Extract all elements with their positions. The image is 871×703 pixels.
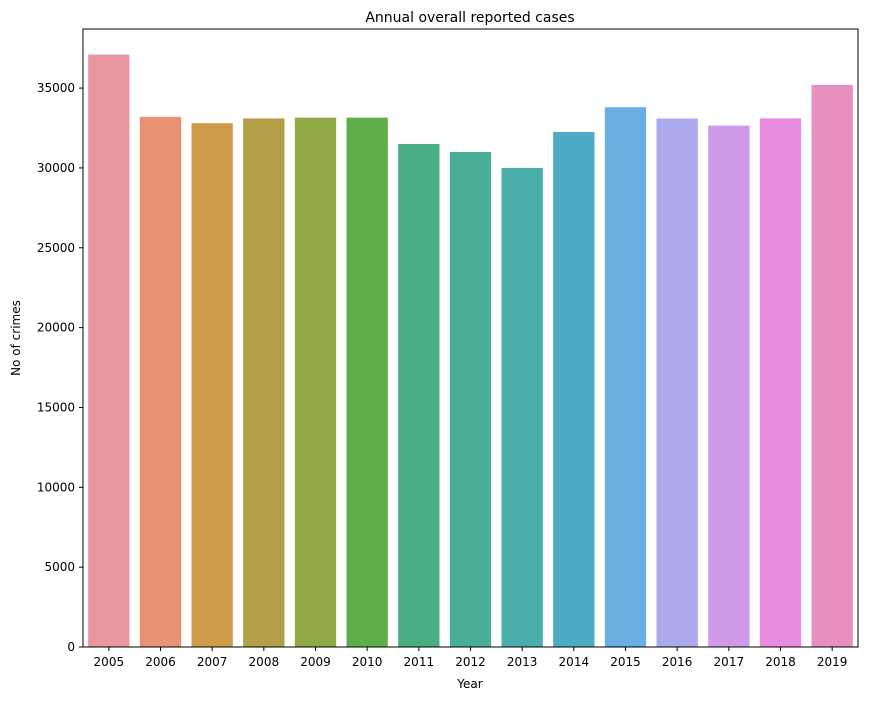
- bar-2017: [708, 125, 750, 648]
- y-tick-label: 10000: [37, 480, 75, 494]
- x-tick-label: 2015: [610, 655, 641, 669]
- x-tick-label: 2011: [404, 655, 435, 669]
- y-tick-label: 5000: [44, 560, 75, 574]
- bar-2012: [449, 151, 492, 647]
- x-tick-label: 2005: [94, 655, 125, 669]
- bar-2005: [88, 54, 130, 648]
- bar-2010: [346, 117, 388, 647]
- x-tick-label: 2008: [249, 655, 280, 669]
- bar-2013: [501, 167, 543, 647]
- bar-2007: [191, 123, 233, 648]
- bar-2019: [811, 84, 853, 647]
- bar-2006: [139, 116, 182, 647]
- y-tick-label: 25000: [37, 241, 75, 255]
- chart-title: Annual overall reported cases: [365, 10, 574, 26]
- x-axis: 2005 2006 2007 2008 2009 2010 2011 2012 2013 2014…: [94, 647, 848, 669]
- x-tick-label: 2013: [507, 655, 538, 669]
- bar-2009: [294, 117, 337, 647]
- y-tick-label: 20000: [37, 321, 75, 335]
- x-tick-label: 2018: [765, 655, 796, 669]
- x-tick-label: 2016: [662, 655, 693, 669]
- bar-2018: [759, 118, 802, 648]
- x-tick-label: 2009: [300, 655, 331, 669]
- x-tick-label: 2014: [559, 655, 590, 669]
- x-tick-label: 2006: [145, 655, 176, 669]
- y-axis-label: No of crimes: [9, 300, 23, 376]
- bar-2011: [398, 143, 440, 648]
- x-tick-label: 2007: [197, 655, 228, 669]
- x-axis-label: Year: [456, 677, 482, 691]
- bar-2015: [604, 107, 647, 647]
- y-tick-label: 0: [67, 640, 75, 654]
- y-tick-label: 30000: [37, 161, 75, 175]
- plot-frame: [82, 28, 859, 648]
- y-tick-label: 15000: [37, 400, 75, 414]
- bar-2016: [656, 118, 698, 648]
- x-tick-label: 2019: [817, 655, 848, 669]
- x-tick-label: 2017: [714, 655, 745, 669]
- x-tick-label: 2012: [455, 655, 486, 669]
- bar-2008: [243, 118, 285, 648]
- x-tick-label: 2010: [352, 655, 383, 669]
- bars-group: [88, 54, 853, 648]
- bar-2014: [553, 132, 595, 647]
- y-axis: 0 5000 10000 15000 20000 25000 30000 35000: [37, 81, 83, 654]
- y-tick-label: 35000: [37, 81, 75, 95]
